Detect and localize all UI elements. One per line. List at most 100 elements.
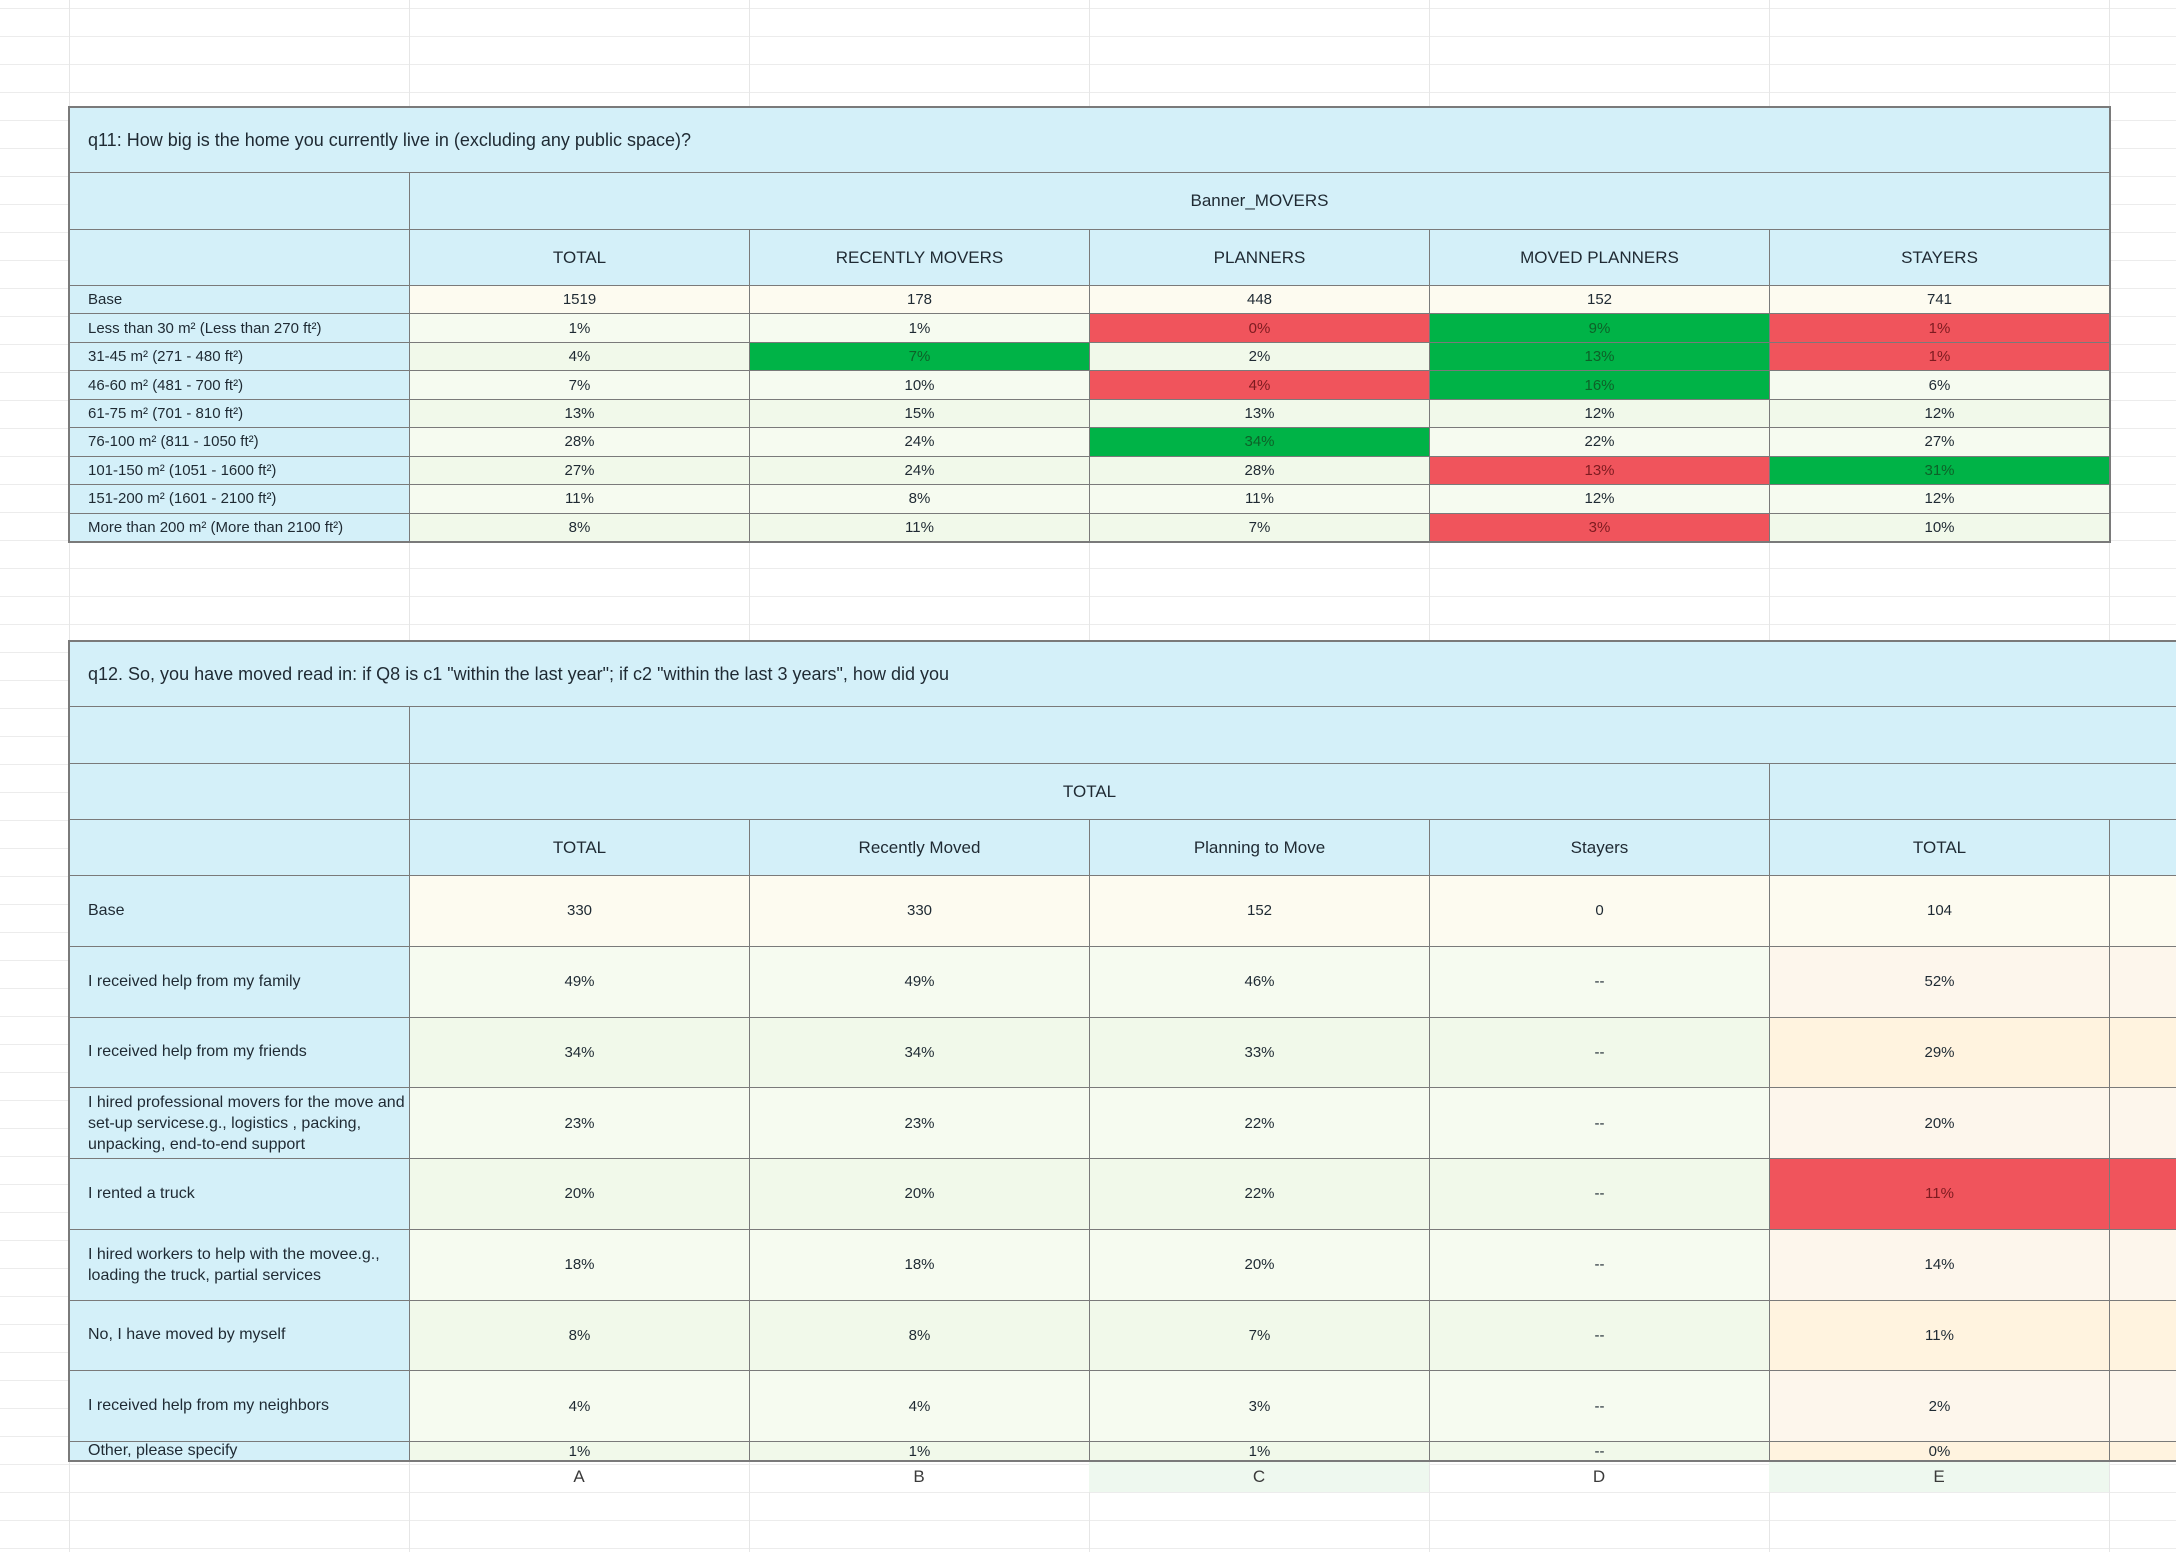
q12-cell[interactable]: 11% — [1770, 1300, 2109, 1371]
q12-cell[interactable]: 3% — [1090, 1371, 1429, 1441]
q11-col-header[interactable]: TOTAL — [410, 230, 749, 285]
q12-row-label[interactable]: I received help from my friends — [70, 1017, 409, 1088]
q12-cell[interactable]: -- — [1430, 1229, 1769, 1300]
q11-cell[interactable]: 28% — [410, 428, 749, 456]
q12-cell[interactable]: 23% — [750, 1088, 1089, 1158]
q12-cell-cut[interactable] — [2110, 1442, 2176, 1460]
q12-cell-cut[interactable] — [2110, 1088, 2176, 1158]
q12-row-label[interactable]: I received help from my family — [70, 946, 409, 1017]
q11-cell[interactable]: 8% — [750, 485, 1089, 513]
q11-cell[interactable]: 9% — [1430, 314, 1769, 342]
q11-col-header[interactable]: PLANNERS — [1090, 230, 1429, 285]
q12-cell[interactable]: -- — [1430, 1017, 1769, 1088]
q11-corner-cell-2[interactable] — [70, 230, 409, 285]
q11-cell[interactable]: 8% — [410, 513, 749, 541]
q11-cell[interactable]: 24% — [750, 428, 1089, 456]
q11-cell[interactable]: 741 — [1770, 286, 2109, 314]
q12-cell-cut[interactable] — [2110, 1371, 2176, 1441]
q12-cell[interactable]: 20% — [410, 1159, 749, 1229]
q12-row-label[interactable]: I hired professional movers for the move… — [70, 1088, 409, 1158]
q12-cell[interactable]: -- — [1430, 1442, 1769, 1460]
q12-row-label[interactable]: I hired workers to help with the movee.g… — [70, 1229, 409, 1300]
q11-col-header[interactable]: STAYERS — [1770, 230, 2109, 285]
q12-cell[interactable]: 34% — [750, 1017, 1089, 1088]
q11-corner-cell[interactable] — [70, 173, 409, 229]
q12-col-header[interactable]: TOTAL — [1770, 820, 2109, 875]
q11-cell[interactable]: 13% — [1430, 456, 1769, 485]
q12-col-header[interactable]: Stayers — [1430, 820, 1769, 875]
q11-cell[interactable]: 10% — [1770, 513, 2109, 541]
q11-cell[interactable]: 13% — [1090, 399, 1429, 428]
q11-cell[interactable]: 13% — [410, 399, 749, 428]
q12-col-header[interactable]: Planning to Move — [1090, 820, 1429, 875]
q12-col-header[interactable]: Recently Moved — [750, 820, 1089, 875]
q12-cell[interactable]: 22% — [1090, 1159, 1429, 1229]
q12-cell[interactable]: 23% — [410, 1088, 749, 1158]
q11-cell[interactable]: 12% — [1430, 485, 1769, 513]
q12-cell[interactable]: 29% — [1770, 1017, 2109, 1088]
q12-row-label[interactable]: I received help from my neighbors — [70, 1371, 409, 1441]
q12-corner-cell-2[interactable] — [70, 764, 409, 819]
q11-cell[interactable]: 27% — [410, 456, 749, 485]
q12-cell-cut[interactable] — [2110, 1017, 2176, 1088]
q12-cell[interactable]: 52% — [1770, 946, 2109, 1017]
q12-cell[interactable]: 14% — [1770, 1229, 2109, 1300]
q11-cell[interactable]: 4% — [1090, 371, 1429, 399]
q12-row-label[interactable]: No, I have moved by myself — [70, 1300, 409, 1371]
q12-row-label[interactable]: Other, please specify — [70, 1442, 409, 1460]
q11-cell[interactable]: 12% — [1770, 485, 2109, 513]
q11-cell[interactable]: 1% — [410, 314, 749, 342]
q12-cell[interactable]: 11% — [1770, 1159, 2109, 1229]
q12-group-header-total[interactable]: TOTAL — [410, 764, 1769, 819]
q12-cell[interactable]: 34% — [410, 1017, 749, 1088]
q12-cell[interactable]: 49% — [750, 946, 1089, 1017]
q11-cell[interactable]: 34% — [1090, 428, 1429, 456]
q12-cell[interactable]: 20% — [750, 1159, 1089, 1229]
q12-cell-cut[interactable] — [2110, 946, 2176, 1017]
q11-cell[interactable]: 178 — [750, 286, 1089, 314]
q12-cell[interactable]: 46% — [1090, 946, 1429, 1017]
q12-cell[interactable]: -- — [1430, 946, 1769, 1017]
q11-cell[interactable]: 27% — [1770, 428, 2109, 456]
q11-banner-header[interactable]: Banner_MOVERS — [410, 173, 2109, 229]
q12-cell-cut[interactable] — [2110, 876, 2176, 946]
q11-cell[interactable]: 24% — [750, 456, 1089, 485]
q11-cell[interactable]: 31% — [1770, 456, 2109, 485]
q12-cell[interactable]: 0 — [1430, 876, 1769, 946]
q12-cell[interactable]: 0% — [1770, 1442, 2109, 1460]
q11-cell[interactable]: 3% — [1430, 513, 1769, 541]
q11-cell[interactable]: 10% — [750, 371, 1089, 399]
q11-cell[interactable]: 11% — [750, 513, 1089, 541]
q12-cell[interactable]: 4% — [750, 1371, 1089, 1441]
q12-cell-cut[interactable] — [2110, 1229, 2176, 1300]
q12-cell[interactable]: 4% — [410, 1371, 749, 1441]
q12-cell[interactable]: -- — [1430, 1159, 1769, 1229]
q12-cell[interactable]: -- — [1430, 1300, 1769, 1371]
q12-cell[interactable]: 33% — [1090, 1017, 1429, 1088]
q12-cell-cut[interactable] — [2110, 1159, 2176, 1229]
q11-cell[interactable]: 448 — [1090, 286, 1429, 314]
q12-cell[interactable]: -- — [1430, 1088, 1769, 1158]
q12-cell[interactable]: 18% — [410, 1229, 749, 1300]
q11-row-label[interactable]: More than 200 m² (More than 2100 ft²) — [70, 513, 409, 541]
q11-cell[interactable]: 15% — [750, 399, 1089, 428]
q11-cell[interactable]: 6% — [1770, 371, 2109, 399]
q11-cell[interactable]: 11% — [1090, 485, 1429, 513]
q11-row-label[interactable]: 31-45 m² (271 - 480 ft²) — [70, 342, 409, 371]
q12-cell[interactable]: 8% — [410, 1300, 749, 1371]
q11-cell[interactable]: 12% — [1430, 399, 1769, 428]
q12-cell[interactable]: 49% — [410, 946, 749, 1017]
q12-corner-cell[interactable] — [70, 707, 409, 763]
q11-cell[interactable]: 22% — [1430, 428, 1769, 456]
q12-group-header-next[interactable] — [1770, 764, 2176, 819]
q12-corner-cell-3[interactable] — [70, 820, 409, 875]
q11-cell[interactable]: 1% — [750, 314, 1089, 342]
q12-cell[interactable]: 18% — [750, 1229, 1089, 1300]
q11-cell[interactable]: 13% — [1430, 342, 1769, 371]
q11-cell[interactable]: 2% — [1090, 342, 1429, 371]
q12-cell[interactable]: -- — [1430, 1371, 1769, 1441]
q12-cell[interactable]: 330 — [750, 876, 1089, 946]
q11-cell[interactable]: 28% — [1090, 456, 1429, 485]
q12-col-header[interactable]: TOTAL — [410, 820, 749, 875]
q12-cell-cut[interactable] — [2110, 1300, 2176, 1371]
